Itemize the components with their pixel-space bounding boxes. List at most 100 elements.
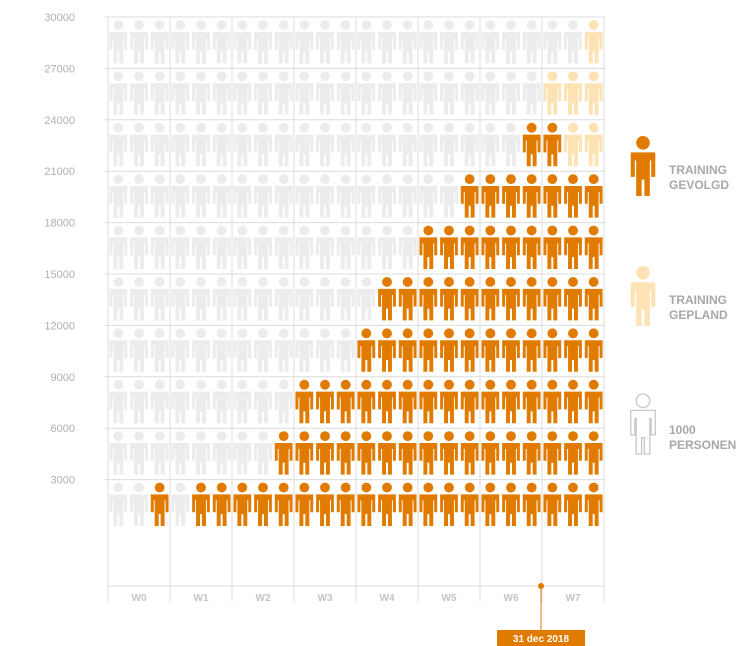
icon-body [109,134,128,167]
icon-head [568,71,578,82]
icon-body [192,391,210,424]
icon-head [402,328,413,339]
y-tick-label: 21000 [44,166,75,178]
icon-head [382,328,392,339]
icon-body [171,340,190,372]
icon-head [444,379,454,390]
icon-body [274,443,293,475]
icon-body [502,186,520,218]
icon-head [423,122,434,133]
icon-body [460,288,479,321]
icon-body [357,134,376,167]
icon-body [130,31,148,64]
icon-stack [336,377,355,530]
annotation-dot [538,583,544,589]
icon-head [444,122,454,133]
icon-body [336,391,355,424]
icon-head [568,379,578,390]
icon-body [274,134,293,167]
icon-body [233,134,252,167]
legend-label: 1000 PERSONEN [669,423,737,452]
icon-head [547,431,558,442]
icon-head [175,225,186,236]
icon-body [502,443,520,475]
icon-head [444,431,454,442]
icon-head [568,174,578,185]
icon-body [295,494,314,526]
icon-body [150,83,169,115]
icon-stack [584,172,603,530]
icon-body [398,391,417,424]
icon-head [423,20,434,30]
icon-head [444,328,454,339]
icon-body [233,391,252,424]
icon-body [502,340,520,372]
icon-stack [419,223,438,530]
icon-head [382,225,392,236]
icon-stack [295,377,314,530]
icon-head [113,122,124,133]
icon-body [522,494,541,526]
icon-body [419,391,438,424]
icon-body [336,237,355,269]
icon-body [357,31,376,64]
icon-head [216,482,227,493]
icon-body [584,288,603,321]
icon-body [192,237,210,269]
icon-body [212,31,231,64]
icon-head [547,225,558,236]
icon-head [258,379,268,390]
icon-body [233,443,252,475]
icon-stack [233,480,252,530]
icon-head [568,482,578,493]
icon-head [636,136,650,150]
icon-head [113,277,124,287]
icon-head [237,277,248,287]
icon-body [254,494,272,526]
icon-head [382,482,392,493]
icon-body [564,494,582,526]
icon-body [481,237,500,269]
icon-head [402,277,413,287]
icon-body [522,186,541,218]
icon-head [485,328,496,339]
icon-stack [398,275,417,530]
icon-head [464,225,475,236]
y-tick-label: 6000 [51,423,75,435]
icon-body [192,134,210,167]
icon-head [568,431,578,442]
icon-head [506,277,516,287]
icon-body [502,31,520,64]
icon-head [299,174,310,185]
icon-body [192,443,210,475]
icon-head [506,482,516,493]
icon-body [109,83,128,115]
icon-body [336,443,355,475]
icon-head [506,174,516,185]
x-tick-label: W2 [256,593,271,604]
icon-head [402,20,413,30]
icon-body [543,443,562,475]
icon-head [526,174,537,185]
icon-body [522,288,541,321]
icon-body [150,340,169,372]
icon-body [378,186,396,218]
icon-body [130,237,148,269]
icon-head [340,225,351,236]
icon-body [109,443,128,475]
icon-head [175,174,186,185]
icon-body [212,83,231,115]
icon-body [543,391,562,424]
icon-body [584,31,603,64]
icon-head [588,122,599,133]
icon-body [584,134,603,167]
icon-stack [212,480,231,530]
icon-head [588,277,599,287]
icon-body [192,340,210,372]
icon-head [423,379,434,390]
icon-head [361,277,372,287]
y-tick-label: 30000 [44,12,75,24]
icon-head [154,379,165,390]
icon-body [295,237,314,269]
icon-body [295,443,314,475]
